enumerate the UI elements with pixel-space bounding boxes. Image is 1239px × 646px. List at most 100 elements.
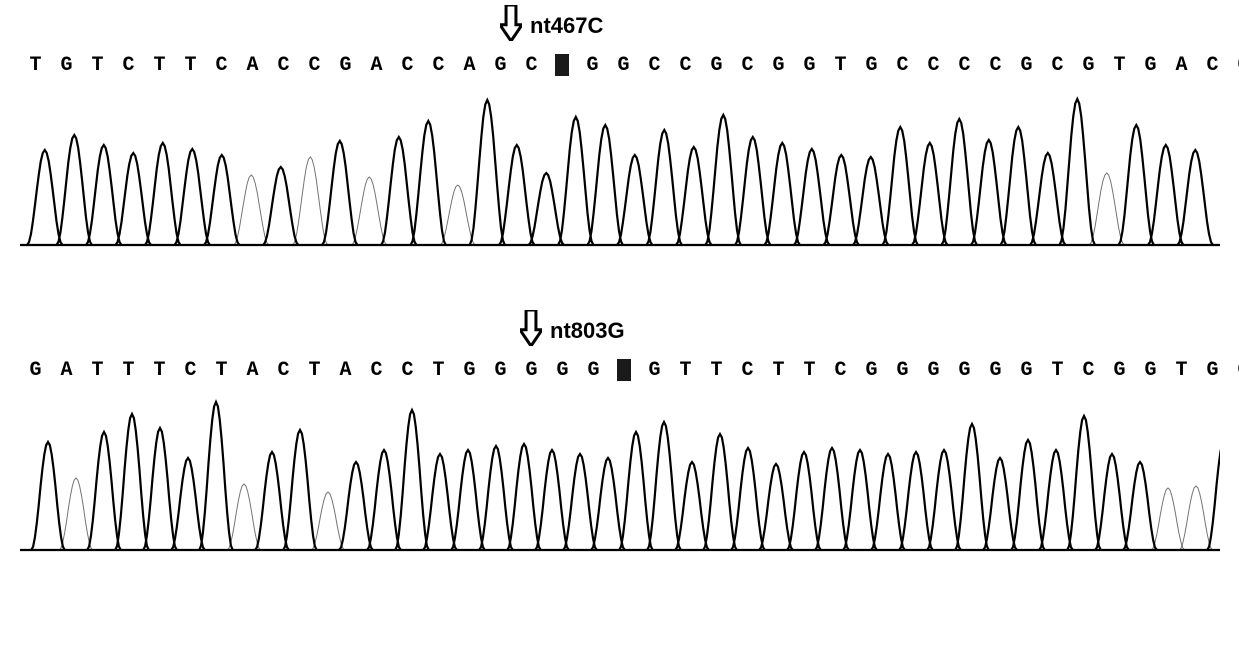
sequence-highlight <box>617 359 631 381</box>
sequence-base: C <box>361 359 392 382</box>
sequence-base: C <box>825 359 856 382</box>
sequence-base: C <box>392 359 423 382</box>
chromatogram-peak <box>815 448 849 550</box>
chromatogram-peak <box>227 484 261 550</box>
chromatogram-peak <box>175 149 210 245</box>
sequence-base: G <box>701 54 732 77</box>
sequence-base: T <box>1042 359 1073 382</box>
chromatogram-peak <box>787 452 821 550</box>
sequence-base: C <box>299 54 330 77</box>
chromatogram-peak <box>143 428 177 550</box>
chromatogram-peak <box>367 450 401 550</box>
chromatogram-peak <box>1095 454 1129 550</box>
chromatogram-peak <box>255 452 289 550</box>
sequence-base: G <box>485 359 516 382</box>
chromatogram-peak <box>27 150 62 245</box>
sequence-base: C <box>516 54 547 77</box>
chromatogram-peak <box>234 175 269 245</box>
chromatogram-peak <box>411 121 446 245</box>
sequence-base: C <box>670 54 701 77</box>
sequence-base: G <box>1011 359 1042 382</box>
chromatogram-peak <box>647 130 682 245</box>
sequence-base: G <box>763 54 794 77</box>
chromatogram-peak <box>676 147 711 245</box>
chromatogram-peak <box>824 155 859 245</box>
chromatogram-peak <box>171 458 205 550</box>
chromatogram-peak <box>843 450 877 550</box>
chromatogram-peak <box>1179 486 1213 550</box>
sequence-base: G <box>51 54 82 77</box>
chromatogram-wrap <box>20 388 1220 553</box>
chromatogram-peak <box>423 454 457 550</box>
mutation-label: nt803G <box>550 318 625 344</box>
sequence-base: T <box>423 359 454 382</box>
sequence-base: C <box>175 359 206 382</box>
chromatogram-peak <box>1148 145 1184 245</box>
chromatogram-peak <box>116 153 151 245</box>
sequence-row: TGTCTTCACCGACCAGCGGCCGCGGTGCCCCGCGTGACGC <box>20 54 1220 77</box>
chromatogram-peak <box>59 478 93 550</box>
chromatogram-peak <box>1011 440 1045 550</box>
mutation-marker: nt803G <box>520 310 1220 351</box>
sequence-base: G <box>1011 54 1042 77</box>
chromatogram-peak <box>311 492 345 550</box>
sequence-base: A <box>237 359 268 382</box>
sequence-base: T <box>206 359 237 382</box>
sequence-base: T <box>670 359 701 382</box>
chromatogram-peak <box>199 402 233 550</box>
sequence-base: C <box>918 54 949 77</box>
chromatogram-peak <box>1207 440 1220 550</box>
chromatogram-peak <box>470 100 505 245</box>
chromatogram-peak <box>883 127 918 245</box>
sequence-base: C <box>639 54 670 77</box>
sequence-base: C <box>268 54 299 77</box>
chromatogram-peak <box>706 115 741 245</box>
sequence-base: T <box>794 359 825 382</box>
chromatogram-peak <box>563 454 597 550</box>
chromatogram-peak <box>31 442 65 550</box>
chromatogram-peak <box>912 143 947 245</box>
chromatogram-peak <box>853 157 888 245</box>
chromatogram-peak <box>86 145 121 245</box>
chromatogram-peak <box>647 422 681 550</box>
sequence-base: A <box>330 359 361 382</box>
panel-bottom: nt803G GATTTCTACTACCTGGGGGGTTCTTCGGGGGGT… <box>20 310 1220 553</box>
chromatogram-peak <box>1039 450 1073 550</box>
sequence-base: C <box>206 54 237 77</box>
sequence-base: G <box>1135 54 1166 77</box>
chromatogram-peak <box>293 157 328 245</box>
chromatogram-peak <box>1060 99 1096 245</box>
sequence-base: T <box>144 359 175 382</box>
chromatogram-peak <box>115 414 149 550</box>
sequence-base: G <box>577 54 608 77</box>
chromatogram <box>20 388 1220 553</box>
chromatogram-peak <box>395 410 429 550</box>
sequence-base: G <box>1228 54 1239 77</box>
sequence-base: C <box>732 54 763 77</box>
sequence-base: T <box>299 359 330 382</box>
sequence-base: G <box>887 359 918 382</box>
sequence-base: C <box>113 54 144 77</box>
chromatogram-peak <box>942 119 977 245</box>
sequence-base: G <box>949 359 980 382</box>
sequence-base: C <box>980 54 1011 77</box>
sequence-base: C <box>887 54 918 77</box>
sequence-base: C <box>268 359 299 382</box>
sequence-base: T <box>175 54 206 77</box>
sequence-base: A <box>237 54 268 77</box>
chromatogram-peak <box>871 454 905 550</box>
chromatogram-peak <box>619 432 653 550</box>
sequence-base: G <box>454 359 485 382</box>
sequence-base: G <box>485 54 516 77</box>
chromatogram-peak <box>731 448 765 550</box>
chromatogram-peak <box>352 177 387 245</box>
sequence-base: G <box>547 359 578 382</box>
chromatogram-peak <box>87 432 121 550</box>
sequence-base: T <box>763 359 794 382</box>
sequence-base: C <box>949 54 980 77</box>
chromatogram-peak <box>558 117 593 245</box>
arrow-down-icon <box>500 5 522 46</box>
sequence-base: G <box>1135 359 1166 382</box>
sequence-base: C <box>1197 54 1228 77</box>
chromatogram-peak <box>1178 150 1214 245</box>
